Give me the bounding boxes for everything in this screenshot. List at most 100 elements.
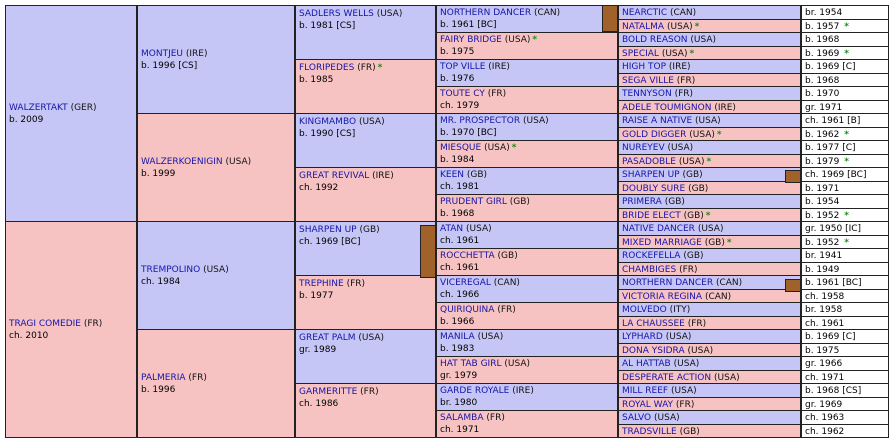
horse-name-link[interactable]: NORTHERN DANCER	[622, 278, 714, 288]
pedigree-cell-gen5: TENNYSON (FR)	[618, 86, 801, 101]
country-code: (USA)	[504, 35, 531, 45]
horse-name-link[interactable]: PALMERIA	[141, 372, 186, 383]
pedigree-cell-gen2: PALMERIA (FR) b. 1996	[137, 329, 295, 438]
horse-name-link[interactable]: DOUBLY SURE	[622, 184, 686, 194]
star-icon: *	[844, 157, 849, 167]
horse-line: BOLD REASON (USA)	[622, 34, 798, 46]
horse-line: TOP VILLE (IRE)	[440, 61, 615, 73]
horse-name-link[interactable]: TOP VILLE	[440, 62, 486, 72]
horse-name-link[interactable]: TREPHINE	[299, 279, 344, 289]
horse-name-link[interactable]: MR. PROSPECTOR	[440, 116, 521, 126]
horse-name-link[interactable]: LYPHARD	[622, 332, 663, 342]
horse-name-link[interactable]: SALAMBA	[440, 413, 484, 423]
country-code: (USA)	[678, 157, 705, 167]
horse-name-link[interactable]: GREAT REVIVAL	[299, 171, 370, 181]
horse-name-link[interactable]: GREAT PALM	[299, 333, 356, 343]
horse-name-link[interactable]: PRIMERA	[622, 197, 662, 207]
horse-name-link[interactable]: MOLVEDO	[622, 305, 667, 315]
horse-entry: SEGA VILLE (FR)	[622, 75, 798, 86]
horse-line: ATAN (USA)	[440, 223, 615, 235]
horse-name-link[interactable]: LA CHAUSSEE	[622, 319, 685, 329]
horse-name-link[interactable]: VICTORIA REGINA	[622, 292, 703, 302]
horse-entry: RAISE A NATIVE (USA)	[622, 115, 798, 127]
horse-name-link[interactable]: DONA YSIDRA	[622, 346, 685, 356]
horse-name-link[interactable]: TENNYSON	[622, 89, 672, 99]
horse-line: SEGA VILLE (FR)	[622, 75, 798, 86]
horse-line: AL HATTAB (USA)	[622, 358, 798, 370]
horse-info: b. 1949	[801, 262, 889, 276]
horse-name-link[interactable]: BRIDE ELECT	[622, 211, 681, 221]
horse-name-link[interactable]: GARMERITTE	[299, 387, 358, 397]
horse-name-link[interactable]: DESPERATE ACTION	[622, 373, 712, 383]
horse-name-link[interactable]: FLORIPEDES	[299, 63, 355, 73]
horse-name-link[interactable]: ROCKEFELLA	[622, 251, 681, 261]
horse-name-link[interactable]: HIGH TOP	[622, 62, 667, 72]
horse-name-link[interactable]: TRAGI COMEDIE	[9, 318, 81, 329]
horse-entry: VICTORIA REGINA (CAN)	[622, 291, 798, 302]
horse-entry: TRAGI COMEDIE (FR) ch. 2010	[9, 222, 134, 437]
horse-name-link[interactable]: AL HATTAB	[622, 359, 671, 369]
country-code: (USA)	[654, 413, 680, 423]
horse-name-link[interactable]: WALZERTAKT	[9, 102, 68, 113]
horse-name-link[interactable]: TREMPOLINO	[141, 264, 201, 275]
country-code: (IRE)	[714, 103, 736, 113]
horse-name-link[interactable]: VICEREGAL	[440, 278, 491, 288]
horse-name-link[interactable]: SADLERS WELLS	[299, 9, 374, 19]
horse-line: ROYAL WAY (FR)	[622, 399, 798, 410]
horse-name-link[interactable]: NATIVE DANCER	[622, 224, 695, 234]
horse-name-link[interactable]: PRUDENT GIRL	[440, 197, 507, 207]
country-code: (ITY)	[669, 305, 691, 315]
horse-info: b. 1996 [CS]	[141, 60, 198, 71]
horse-name-link[interactable]: MIXED MARRIAGE	[622, 238, 702, 248]
horse-name-link[interactable]: HAT TAB GIRL	[440, 359, 502, 369]
horse-name-link[interactable]: NORTHERN DANCER	[440, 8, 532, 18]
horse-entry: SALVO (USA)	[622, 412, 798, 424]
horse-name-link[interactable]: PASADOBLE	[622, 157, 676, 167]
horse-name-link[interactable]: NATALMA	[622, 22, 665, 32]
horse-name-link[interactable]: KINGMAMBO	[299, 117, 357, 127]
horse-name-link[interactable]: ROCCHETTA	[440, 251, 495, 261]
horse-name-link[interactable]: ATAN	[440, 224, 464, 234]
horse-name-link[interactable]: SHARPEN UP	[622, 170, 680, 180]
horse-name-link[interactable]: RAISE A NATIVE	[622, 116, 693, 126]
horse-name-link[interactable]: QUIRIQUINA	[440, 305, 495, 315]
horse-name-link[interactable]: MILL REEF	[622, 386, 669, 396]
inbreeding-marker	[785, 279, 801, 292]
horse-name-link[interactable]: GARDE ROYALE	[440, 386, 510, 396]
horse-info: ch. 2010	[9, 330, 49, 341]
horse-info: b. 1975	[801, 343, 889, 357]
horse-line: NORTHERN DANCER (CAN)	[622, 277, 798, 289]
horse-name-link[interactable]: CHAMBIGES	[622, 265, 677, 275]
horse-info: b. 1969 *	[801, 46, 889, 60]
horse-line: WALZERTAKT (GER)	[9, 102, 134, 114]
country-code: (GB)	[466, 170, 488, 180]
horse-info: ch. 1971	[801, 370, 889, 384]
horse-name-link[interactable]: MANILA	[440, 332, 475, 342]
horse-name-link[interactable]: SHARPEN UP	[299, 225, 357, 235]
horse-name-link[interactable]: ADELE TOUMIGNON	[622, 103, 712, 113]
horse-name-link[interactable]: ROYAL WAY	[622, 400, 674, 410]
horse-name-link[interactable]: SEGA VILLE	[622, 76, 674, 86]
horse-name-link[interactable]: NEARCTIC	[622, 8, 668, 18]
horse-line: GARMERITTE (FR)	[299, 386, 433, 398]
pedigree-cell-gen5: NUREYEV (USA)	[618, 140, 801, 155]
horse-name-link[interactable]: KEEN	[440, 170, 465, 180]
country-code: (GB)	[683, 211, 704, 221]
horse-name-link[interactable]: BOLD REASON	[622, 35, 688, 45]
horse-name-link[interactable]: GOLD DIGGER	[622, 130, 687, 140]
horse-entry: TOP VILLE (IRE) b. 1976	[440, 61, 615, 85]
horse-name-link[interactable]: NUREYEV	[622, 143, 665, 153]
horse-name-link[interactable]: WALZERKOENIGIN	[141, 156, 223, 167]
horse-name-link[interactable]: TRADSVILLE	[622, 427, 677, 437]
horse-name-link[interactable]: SPECIAL	[622, 49, 659, 59]
horse-name-link[interactable]: MONTJEU	[141, 48, 184, 59]
horse-name-link[interactable]: TOUTE CY	[440, 89, 485, 99]
horse-name-link[interactable]: SALVO	[622, 413, 652, 423]
country-code: (GB)	[682, 170, 703, 180]
horse-line: GREAT REVIVAL (IRE)	[299, 170, 433, 182]
horse-name-link[interactable]: MIESQUE	[440, 143, 482, 153]
pedigree-cell-gen4: TOP VILLE (IRE) b. 1976	[436, 59, 618, 87]
horse-info: b. 1970	[801, 86, 889, 101]
horse-name-link[interactable]: FAIRY BRIDGE	[440, 35, 502, 45]
star-icon: *	[726, 238, 732, 248]
